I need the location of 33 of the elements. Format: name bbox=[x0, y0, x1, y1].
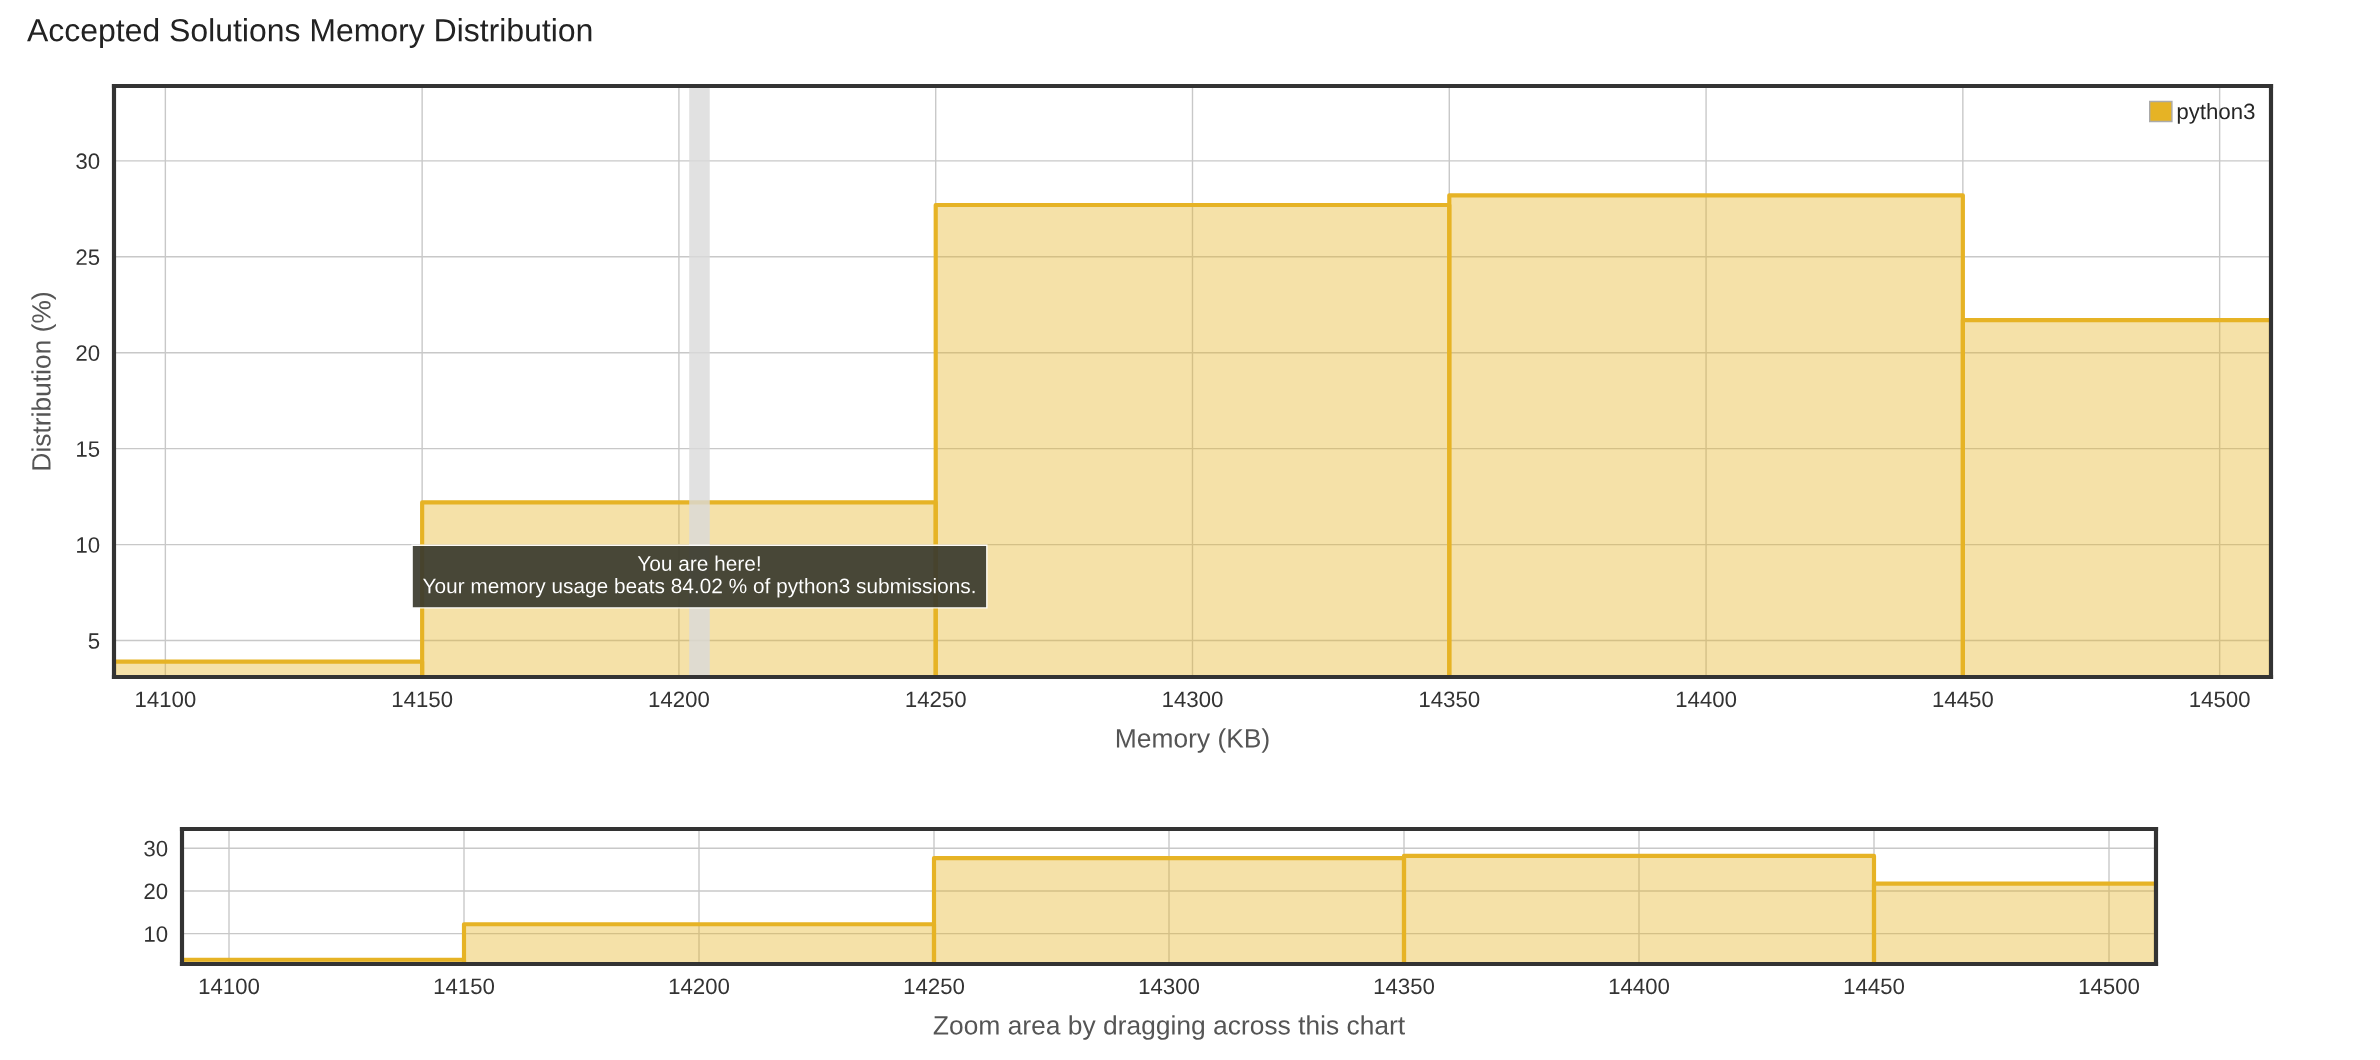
x-tick-label: 14150 bbox=[434, 978, 495, 995]
x-tick-label: 14500 bbox=[2079, 978, 2140, 995]
y-tick-label: 30 bbox=[144, 840, 168, 857]
x-tick-label: 14500 bbox=[2190, 691, 2250, 708]
chart-title: Accepted Solutions Memory Distribution bbox=[27, 18, 592, 48]
x-tick-label: 14200 bbox=[649, 691, 709, 708]
y-tick-label: 10 bbox=[145, 926, 168, 942]
x-axis-title: Zoom area by dragging across this chart bbox=[933, 1015, 1405, 1040]
x-tick-label: 14400 bbox=[1609, 978, 1670, 995]
x-tick-label: 14300 bbox=[1163, 691, 1223, 708]
y-axis-title: Distribution (%) bbox=[31, 292, 56, 470]
x-tick-label: 14150 bbox=[392, 691, 453, 708]
y-tick-label: 30 bbox=[76, 153, 100, 170]
y-tick-label: 5 bbox=[88, 633, 100, 649]
x-tick-label: 14350 bbox=[1420, 691, 1480, 708]
x-tick-label: 14450 bbox=[1933, 691, 1993, 708]
y-tick-label: 20 bbox=[76, 345, 100, 361]
x-tick-label: 14250 bbox=[904, 978, 965, 995]
x-tick-label: 14450 bbox=[1844, 978, 1905, 995]
x-tick-label: 14100 bbox=[136, 691, 196, 708]
x-tick-label: 14350 bbox=[1374, 978, 1435, 995]
legend-label: python3 bbox=[2177, 103, 2255, 124]
y-tick-label: 10 bbox=[77, 537, 100, 553]
x-tick-label: 14250 bbox=[906, 691, 966, 708]
x-axis-title: Memory (KB) bbox=[1116, 728, 1269, 753]
band-label: You are here! Your memory usage beats 84.02 % of python3 submissions. bbox=[422, 555, 975, 598]
x-tick-label: 14400 bbox=[1676, 691, 1737, 708]
x-tick-label: 14100 bbox=[199, 978, 260, 995]
y-tick-label: 15 bbox=[77, 441, 100, 457]
y-tick-label: 25 bbox=[76, 249, 100, 266]
y-tick-label: 20 bbox=[144, 883, 168, 900]
x-tick-label: 14200 bbox=[669, 978, 730, 995]
x-tick-label: 14300 bbox=[1139, 978, 1200, 995]
